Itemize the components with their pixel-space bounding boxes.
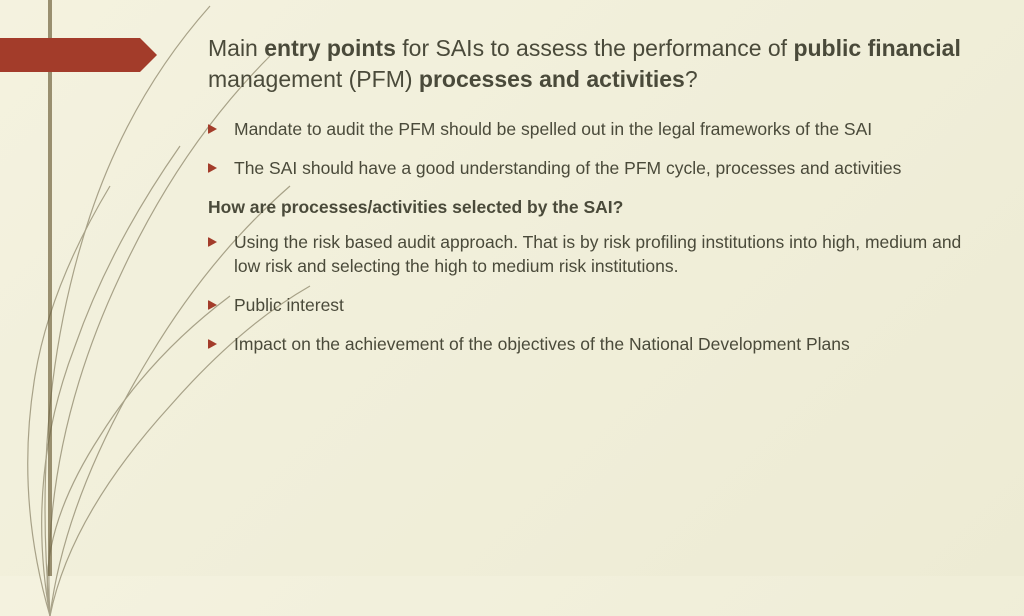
list-item: The SAI should have a good understanding… bbox=[208, 156, 968, 181]
t-p1: Main bbox=[208, 35, 264, 61]
bullet-list-1: Mandate to audit the PFM should be spell… bbox=[208, 117, 968, 181]
t-p2: for SAIs to assess the performance of bbox=[396, 35, 794, 61]
t-b1: entry points bbox=[264, 35, 396, 61]
vertical-divider bbox=[48, 0, 52, 576]
subheading: How are processes/activities selected by… bbox=[208, 195, 968, 220]
t-b3: processes and activities bbox=[419, 66, 685, 92]
t-b2: public financial bbox=[793, 35, 960, 61]
t-p4: ? bbox=[685, 66, 698, 92]
list-item: Mandate to audit the PFM should be spell… bbox=[208, 117, 968, 142]
list-item: Impact on the achievement of the objecti… bbox=[208, 332, 968, 357]
list-item: Using the risk based audit approach. Tha… bbox=[208, 230, 968, 280]
list-item: Public interest bbox=[208, 293, 968, 318]
slide-body: Mandate to audit the PFM should be spell… bbox=[208, 117, 968, 357]
bullet-list-2: Using the risk based audit approach. Tha… bbox=[208, 230, 968, 357]
t-p3: management (PFM) bbox=[208, 66, 419, 92]
slide-content: Main entry points for SAIs to assess the… bbox=[208, 33, 968, 371]
title-marker bbox=[0, 38, 140, 72]
slide-title: Main entry points for SAIs to assess the… bbox=[208, 33, 968, 95]
